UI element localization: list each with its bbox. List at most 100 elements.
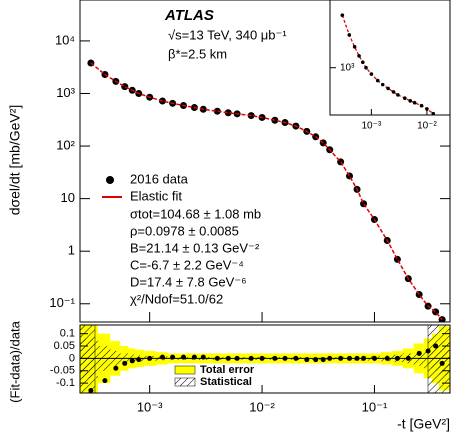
inset-point [425,107,429,111]
inset-point [419,103,424,108]
inset-point [442,122,446,126]
inset-point [364,65,368,70]
data-point [224,109,232,117]
ratio-point [234,355,240,361]
inset-point [357,54,361,58]
ratio-point [129,358,135,364]
y-tick-label: 1 [68,243,75,258]
y-tick-label: 10⁴ [55,32,75,47]
ratio-point [439,360,445,366]
ratio-point [313,357,319,363]
ratio-point [405,355,411,361]
legend-swatch [174,377,196,387]
legend-label: Total error [200,364,255,376]
ratio-point [259,355,265,361]
ratio-point [225,355,231,361]
ratio-y-tick-label: 0.05 [54,340,75,352]
fit-parameter: D=17.4 ± 7.8 GeV⁻⁶ [130,274,247,289]
excluded-region [80,325,96,393]
inset-y-tick-label: 10³ [340,62,355,73]
subtitle: √s=13 TeV, 340 μb⁻¹ [168,27,287,42]
ratio-point [147,355,153,361]
ratio-point [394,355,400,361]
fit-parameter: σtot=104.68 ± 1.08 mb [130,206,261,221]
ratio-point [272,355,278,361]
ratio-point [354,355,360,361]
y-tick-label: 10² [56,137,75,152]
ratio-point [327,355,333,361]
data-point [121,83,129,91]
x-axis-label: -t [GeV²] [397,416,450,432]
inset-point [391,90,396,94]
inset-point [452,140,456,144]
ratio-point [347,355,353,361]
ratio-point [416,350,422,356]
fit-parameter: B=21.14 ± 0.13 GeV⁻² [130,240,260,255]
legend-label: 2016 data [130,171,189,186]
inset-frame [329,0,451,116]
ratio-point [248,355,254,361]
inset-point [347,33,352,37]
x-tick-label: 10⁻³ [137,399,163,414]
ratio-point [136,357,142,363]
x-tick-label: 10⁻¹ [362,399,388,414]
legend-label: Elastic fit [130,188,182,203]
legend-label: Statistical [200,376,252,388]
inset-point [369,72,374,76]
fit-parameter: χ²/Ndof=51.0/62 [130,291,223,306]
ratio-point [338,355,344,361]
ratio-point [371,355,377,361]
ratio-plot [80,325,450,393]
inset-point [386,86,390,91]
ratio-frame [79,324,451,394]
data-point [393,255,401,263]
ratio-point [159,354,165,360]
fit-parameter: C=-6.7 ± 2.2 GeV⁻⁴ [130,257,244,272]
ratio-y-tick-label: 0.1 [60,328,75,340]
ratio-point [214,355,220,361]
fit-line [90,62,443,321]
x-tick-label: 10⁻² [249,399,275,414]
title: ATLAS [164,7,214,24]
inset-point [340,13,345,18]
data-point [346,172,354,180]
inset-point [431,111,436,115]
ratio-point [102,378,108,384]
inset-point [468,208,472,212]
inset-point [352,45,357,49]
ratio-point [425,348,431,354]
legend-swatch [174,365,196,375]
inset-x-tick-label: 10⁻² [417,121,437,132]
inset-point [459,163,463,167]
ratio-point [320,357,326,363]
legend-marker [106,176,114,184]
ratio-y-tick-label: 0 [69,352,75,364]
inset-point [403,96,407,101]
ratio-point [200,354,206,360]
ratio-y-tick-label: -0.05 [50,365,75,377]
y-tick-label: 10 [61,190,75,205]
labels: ATLAS √s=13 TeV, 340 μb⁻¹ β*=2.5 km dσel… [7,7,450,432]
y-tick-label: 10⁻¹ [49,295,75,310]
ratio-point [433,343,439,349]
fit-parameter: ρ=0.0978 ± 0.0085 [130,223,239,238]
inset-point [455,151,459,155]
main-frame [79,0,451,323]
inset-point [375,78,380,83]
inset-point [408,99,413,103]
ratio-point [88,388,94,393]
y-axis-label: dσel/dt [mb/GeV²] [7,105,23,216]
ratio-y-axis-label: (Fit-data)/data [7,320,22,402]
main-plot [87,59,446,322]
ratio-point [113,365,119,371]
inset-point [412,100,417,105]
ratio-point [361,355,367,361]
ratio-point [122,360,128,366]
ratio-point [384,355,390,361]
annotation: β*=2.5 km [168,46,227,61]
inset-x-tick-label: 10⁻³ [362,121,382,132]
inset-point [464,184,468,188]
ratio-point [180,354,186,360]
